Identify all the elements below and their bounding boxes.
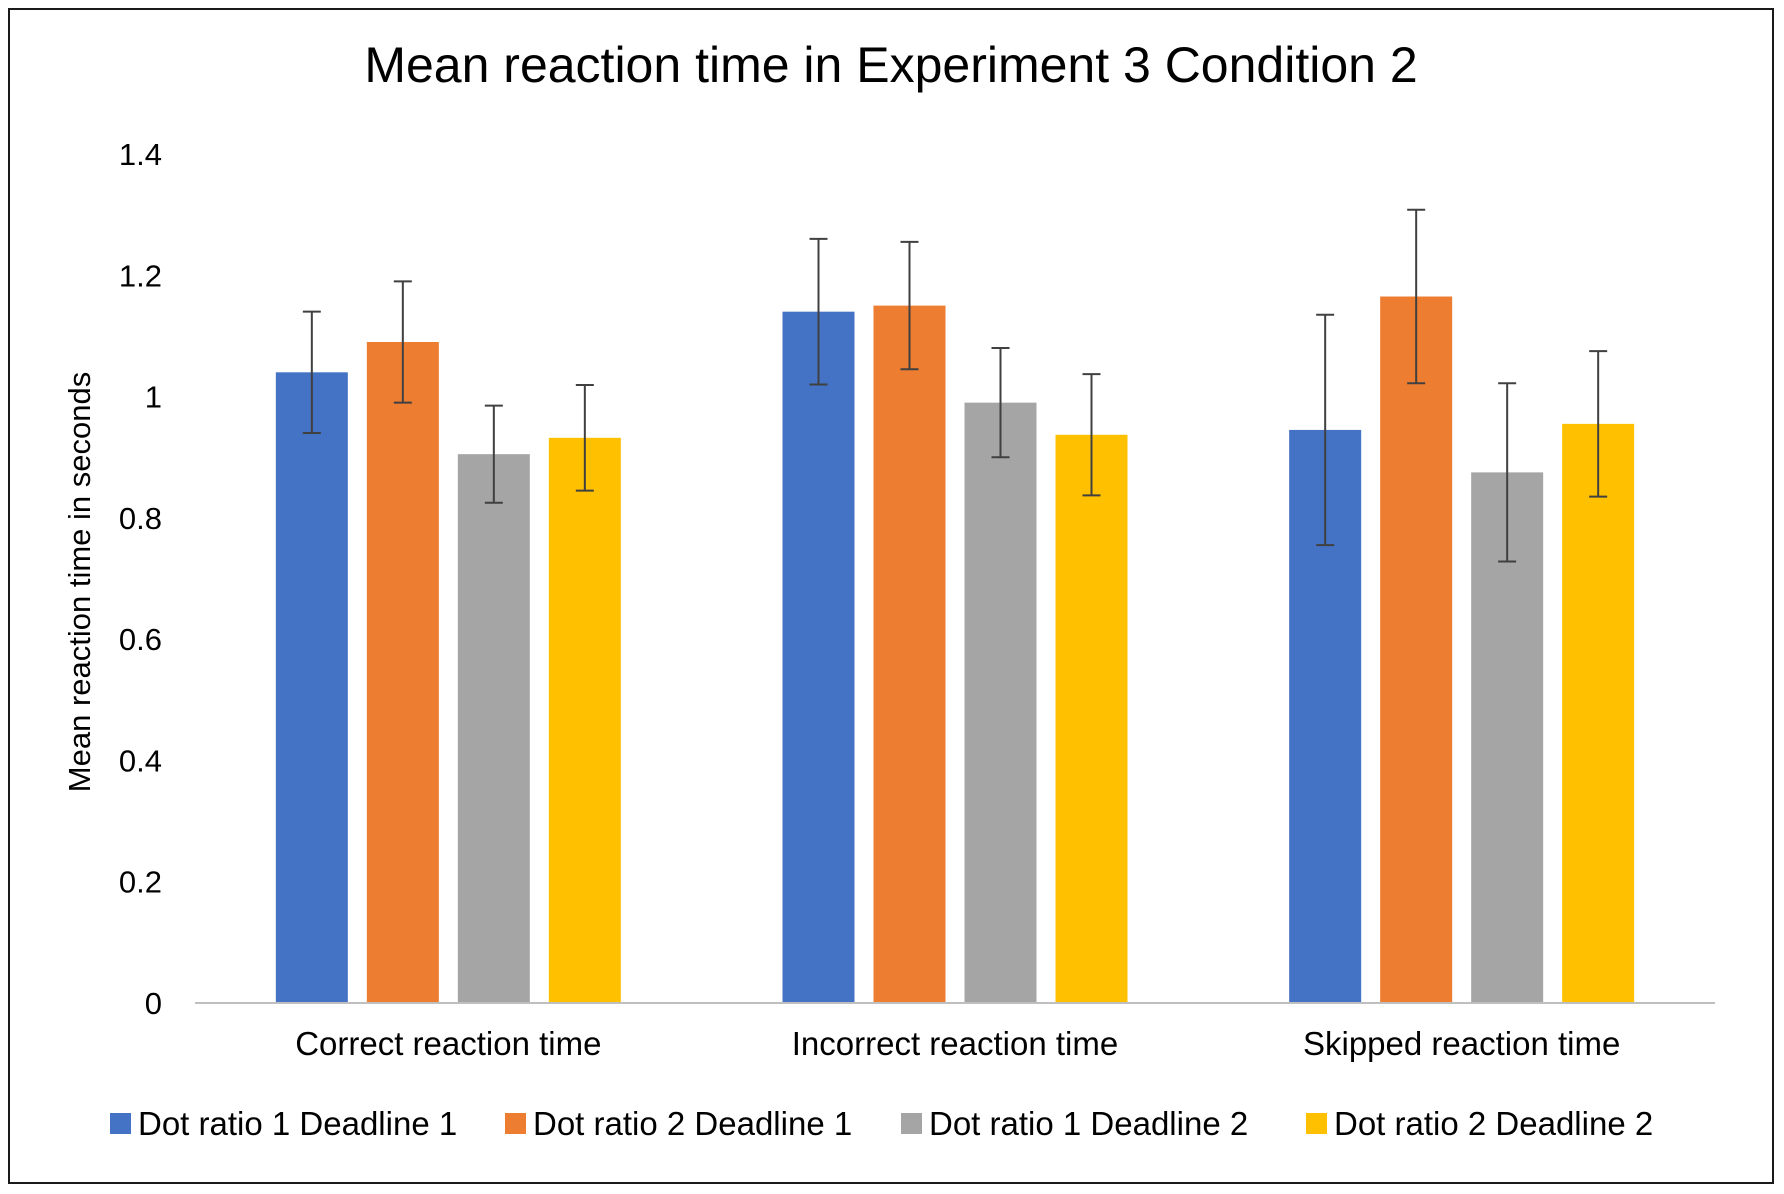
bar: Dot ratio 2 Deadline 2 — Incorrect react…	[1055, 434, 1128, 1003]
bar: Dot ratio 1 Deadline 1 — Incorrect react…	[782, 311, 855, 1004]
y-tick-label: 1.4	[119, 137, 162, 172]
x-category-label: Skipped reaction time	[1303, 1025, 1620, 1062]
bar: Dot ratio 2 Deadline 1 — Correct reactio…	[366, 341, 439, 1003]
y-tick-label: 0.8	[119, 501, 162, 536]
bar: Dot ratio 1 Deadline 2 — Incorrect react…	[964, 402, 1037, 1003]
bar: Dot ratio 2 Deadline 1 — Incorrect react…	[873, 305, 946, 1003]
y-tick-label: 0.6	[119, 622, 162, 657]
legend-label: Dot ratio 1 Deadline 1	[138, 1105, 457, 1142]
y-tick-label: 1.2	[119, 258, 162, 293]
legend-label: Dot ratio 2 Deadline 1	[533, 1105, 852, 1142]
bar-chart: Mean reaction time in Experiment 3 Condi…	[62, 37, 1715, 1142]
x-category-label: Incorrect reaction time	[792, 1025, 1118, 1062]
y-axis-title: Mean reaction time in seconds	[62, 372, 97, 792]
bar: Dot ratio 1 Deadline 1 — Correct reactio…	[275, 372, 348, 1003]
y-tick-label: 0	[145, 986, 162, 1021]
legend-swatch	[110, 1113, 131, 1134]
category-labels: Correct reaction time Incorrect reaction …	[295, 1025, 1620, 1062]
legend: Dot ratio 1 Deadline 1 Dot ratio 2 Deadli…	[110, 1105, 1653, 1142]
bar: Dot ratio 2 Deadline 2 — Correct reactio…	[548, 437, 621, 1003]
legend-swatch	[1306, 1113, 1327, 1134]
y-tick-label: 1	[145, 380, 162, 415]
legend-label: Dot ratio 2 Deadline 2	[1334, 1105, 1653, 1142]
legend-swatch	[505, 1113, 526, 1134]
legend-label: Dot ratio 1 Deadline 2	[929, 1105, 1248, 1142]
bar: Dot ratio 1 Deadline 2 — Correct reactio…	[457, 454, 530, 1003]
y-tick-label: 0.4	[119, 743, 162, 778]
y-tick-label: 0.2	[119, 865, 162, 900]
bar: Dot ratio 2 Deadline 2 — Skipped reactio…	[1562, 423, 1635, 1003]
chart-title: Mean reaction time in Experiment 3 Condi…	[364, 37, 1417, 93]
x-category-label: Correct reaction time	[295, 1025, 601, 1062]
y-axis-ticks: 0 0.2 0.4 0.6 0.8 1 1.2 1.4	[119, 137, 162, 1021]
error-bars-group	[302, 208, 1608, 563]
chart-frame: Mean reaction time in Experiment 3 Condi…	[8, 8, 1774, 1184]
legend-swatch	[901, 1113, 922, 1134]
bars-group: Dot ratio 1 Deadline 1 — Correct reactio…	[275, 296, 1635, 1004]
bar: Dot ratio 2 Deadline 1 — Skipped reactio…	[1380, 296, 1453, 1003]
